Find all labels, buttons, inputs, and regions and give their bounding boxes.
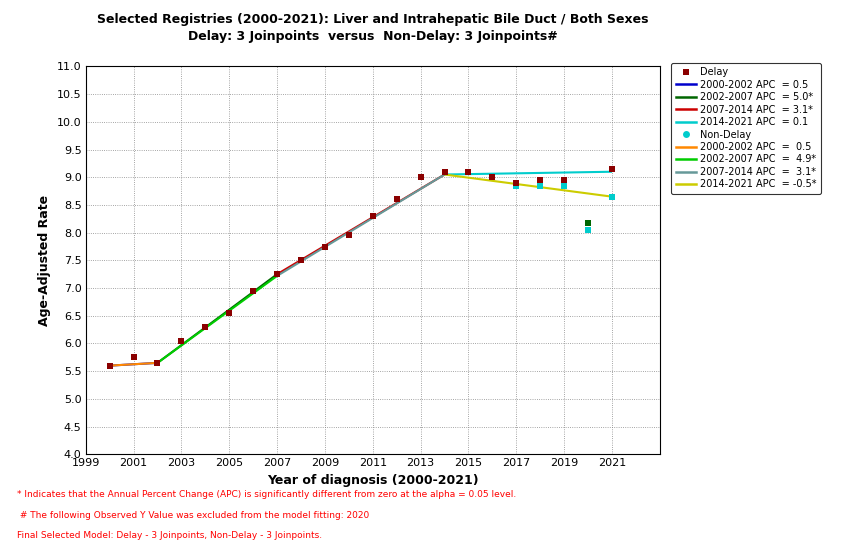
Point [127,353,141,362]
Text: * Indicates that the Annual Percent Change (APC) is significantly different from: * Indicates that the Annual Percent Chan… [17,490,517,499]
Point [414,173,428,182]
Point [127,353,141,362]
Point [175,336,189,345]
Point [294,256,308,265]
Point [390,195,404,204]
Point [605,165,619,173]
Point [103,361,117,370]
Y-axis label: Age-Adjusted Rate: Age-Adjusted Rate [39,195,51,326]
Point [270,270,284,279]
Point [366,212,380,220]
Text: Delay: 3 Joinpoints  versus  Non-Delay: 3 Joinpoints#: Delay: 3 Joinpoints versus Non-Delay: 3 … [188,30,558,43]
X-axis label: Year of diagnosis (2000-2021): Year of diagnosis (2000-2021) [267,474,478,487]
Point [581,225,595,234]
Point [175,336,189,345]
Point [509,178,523,187]
Point [342,231,356,240]
Point [318,242,332,251]
Point [270,270,284,279]
Point [486,173,500,182]
Point [199,322,213,331]
Point [366,212,380,220]
Point [438,167,452,176]
Legend: Delay, 2000-2002 APC  = 0.5, 2002-2007 APC  = 5.0*, 2007-2014 APC  = 3.1*, 2014-: Delay, 2000-2002 APC = 0.5, 2002-2007 AP… [671,63,821,194]
Point [103,361,117,370]
Point [557,176,571,184]
Point [486,173,500,182]
Text: Final Selected Model: Delay - 3 Joinpoints, Non-Delay - 3 Joinpoints.: Final Selected Model: Delay - 3 Joinpoin… [17,531,322,540]
Point [533,176,547,184]
Point [318,242,332,251]
Point [246,286,260,295]
Point [342,231,356,240]
Point [557,181,571,190]
Point [605,192,619,201]
Point [223,309,237,317]
Point [509,181,523,190]
Point [199,322,213,331]
Point [462,167,476,176]
Point [294,256,308,265]
Point [151,358,165,367]
Point [151,358,165,367]
Point [246,286,260,295]
Point [390,195,404,204]
Point [414,173,428,182]
Point [581,218,595,227]
Point [223,309,237,317]
Text: # The following Observed Y Value was excluded from the model fitting: 2020: # The following Observed Y Value was exc… [17,511,369,520]
Point [438,167,452,176]
Point [462,167,476,176]
Text: Selected Registries (2000-2021): Liver and Intrahepatic Bile Duct / Both Sexes: Selected Registries (2000-2021): Liver a… [97,13,649,25]
Point [533,181,547,190]
